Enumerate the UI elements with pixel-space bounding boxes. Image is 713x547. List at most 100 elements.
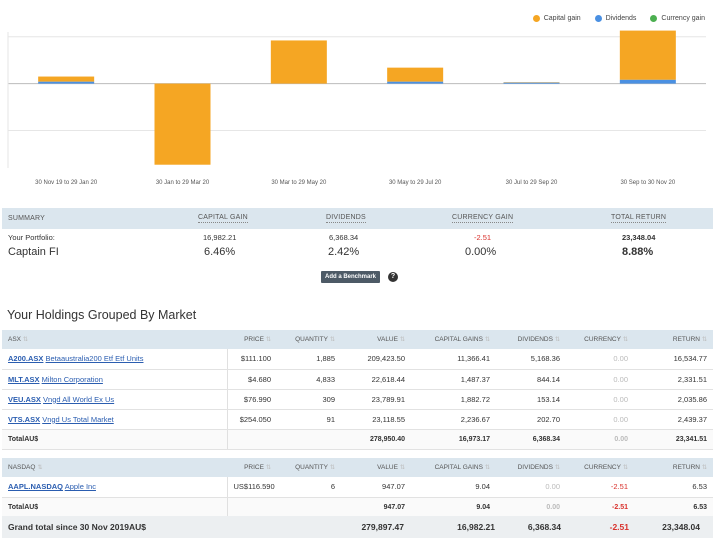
capital-gain-pct: 6.46% [204,246,236,258]
holding-code-link[interactable]: VTS.ASX [8,414,41,424]
column-label: Currency [584,464,621,471]
quantity-column-header[interactable]: Quantity ⇅ [277,458,341,477]
legend-dot-icon [532,15,540,22]
summary-values: Your Portfolio: Captain FI 16,982.21 6.4… [2,229,713,269]
total-dividends-cell: 6,368.34 [496,429,566,450]
grand-total-value: 279,897.47 [361,522,404,532]
column-label: Capital gains [434,336,483,343]
column-label: Quantity [295,336,328,343]
table-row: A200.ASX Betaaustralia200 Etf Etf Units … [2,349,713,370]
portfolio-name: Captain FI [8,246,59,258]
table-header-row: NASDAQ ⇅ Price ⇅ Quantity ⇅ Value ⇅ Capital … [2,458,713,477]
bar-capital-gain [387,67,444,82]
empty-cell [227,497,277,518]
price-cell: $4.680 [227,369,277,390]
grand-total-label: Grand total since 30 Nov 2019AU$ [8,522,146,532]
sort-icon: ⇅ [399,337,405,343]
portfolio-label: Your Portfolio: [8,233,55,242]
dividends-pct: 2.42% [328,246,360,258]
price-column-header[interactable]: Price ⇅ [227,458,277,477]
x-tick-label: 30 Jul to 29 Sep 20 [506,180,558,186]
table-row: AAPL.NASDAQ Apple Inc US$116.590 6 947.0… [2,477,713,498]
bar-dividends [619,79,676,84]
capital-gains-cell: 1,487.37 [411,369,496,390]
currency-cell: 0.00 [566,389,634,410]
holding-name-link[interactable]: Vngd All World Ex Us [43,394,115,404]
currency-cell: 0.00 [566,349,634,370]
legend-item-capital-gain[interactable]: Capital gain [532,15,581,22]
capital-gains-cell: 2,236.67 [411,409,496,430]
capital-gains-cell: 9.04 [411,477,496,498]
holding-code-link[interactable]: MLT.ASX [8,374,40,384]
dividends-heading[interactable]: Dividends [326,214,366,223]
holding-cell: VTS.ASX Vngd Us Total Market [2,409,228,430]
legend-dot-icon [650,15,658,22]
currency-column-header[interactable]: Currency ⇅ [566,330,634,349]
total-return-cell: 23,341.51 [634,429,713,450]
column-label: Currency [584,336,621,343]
help-icon[interactable]: ? [388,272,398,282]
currency-cell: 0.00 [566,369,634,390]
dividends-column-header[interactable]: Dividends ⇅ [496,330,566,349]
capital-gains-column-header[interactable]: Capital gains ⇅ [411,330,496,349]
holding-name-link[interactable]: Vngd Us Total Market [42,414,114,424]
market-column-header[interactable]: NASDAQ ⇅ [2,458,227,477]
sort-icon: ⇅ [701,337,707,343]
asx-holdings-table: ASX ⇅ Price ⇅ Quantity ⇅ Value ⇅ Capital gai… [2,330,713,450]
nasdaq-holdings-table: NASDAQ ⇅ Price ⇅ Quantity ⇅ Value ⇅ Capital … [2,458,713,518]
currency-column-header[interactable]: Currency ⇅ [566,458,634,477]
holding-name-link[interactable]: Milton Corporation [41,374,103,384]
currency-gain-heading[interactable]: Currency gain [452,214,514,223]
total-return-heading[interactable]: Total return [611,214,667,223]
return-cell: 2,035.86 [634,389,713,410]
holding-cell: MLT.ASX Milton Corporation [2,369,228,390]
value-column-header[interactable]: Value ⇅ [341,330,411,349]
total-value-cell: 278,950.40 [341,429,411,450]
table-row: MLT.ASX Milton Corporation $4.680 4,833 … [2,369,713,390]
legend-item-currency-gain[interactable]: Currency gain [650,15,705,22]
holding-cell: A200.ASX Betaaustralia200 Etf Etf Units [2,349,228,370]
currency-gain-pct: 0.00% [465,246,497,258]
dividends-cell: 5,168.36 [496,349,566,370]
dividends-cell: 153.14 [496,389,566,410]
legend-item-dividends[interactable]: Dividends [594,15,636,22]
sort-icon: ⇅ [37,465,43,471]
quantity-column-header[interactable]: Quantity ⇅ [277,330,341,349]
x-tick-label: 30 Mar to 29 May 20 [271,180,327,186]
return-column-header[interactable]: Return ⇅ [634,458,713,477]
capital-gains-column-header[interactable]: Capital gains ⇅ [411,458,496,477]
price-column-header[interactable]: Price ⇅ [227,330,277,349]
capital-gain-heading[interactable]: Capital gain [198,214,248,223]
x-tick-label: 30 Jan to 29 Mar 20 [156,180,210,186]
bar-dividends [503,82,560,84]
sort-icon: ⇅ [265,337,271,343]
market-column-header[interactable]: ASX ⇅ [2,330,227,349]
column-label: Value [377,464,398,471]
holding-name-link[interactable]: Betaaustralia200 Etf Etf Units [45,354,144,364]
add-benchmark-button[interactable]: Add a Benchmark [321,271,381,283]
column-label: Capital gains [434,464,483,471]
return-column-header[interactable]: Return ⇅ [634,330,713,349]
holding-name-link[interactable]: Apple Inc [64,482,96,492]
price-cell: $111.100 [227,349,277,370]
currency-cell: 0.00 [566,409,634,430]
dividends-cell: 0.00 [496,477,566,498]
sort-icon: ⇅ [622,465,628,471]
column-label: Return [672,464,700,471]
dividends-column-header[interactable]: Dividends ⇅ [496,458,566,477]
column-label: Return [672,336,700,343]
chart-svg: 30 Nov 19 to 29 Jan 20 30 Jan to 29 Mar 2… [7,30,706,186]
holding-code-link[interactable]: VEU.ASX [8,394,41,404]
value-column-header[interactable]: Value ⇅ [341,458,411,477]
column-label: Quantity [295,464,328,471]
total-label: TotalAU$ [2,429,228,450]
total-currency-cell: -2.51 [566,497,634,518]
return-cell: 2,331.51 [634,369,713,390]
legend-dot-icon [594,15,602,22]
holding-code-link[interactable]: AAPL.NASDAQ [8,482,64,492]
empty-cell [277,497,341,518]
x-tick-label: 30 May to 29 Jul 20 [389,180,442,186]
sort-icon: ⇅ [329,337,335,343]
x-tick-label: 30 Sep to 30 Nov 20 [620,180,675,186]
holding-code-link[interactable]: A200.ASX [8,354,44,364]
